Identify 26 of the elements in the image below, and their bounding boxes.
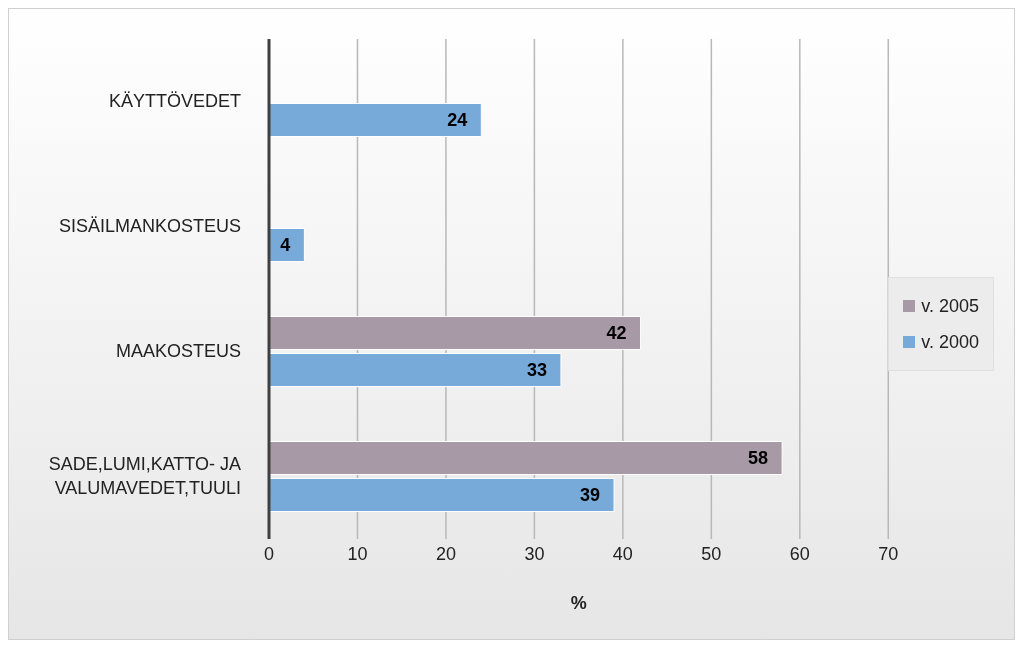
x-tick-label: 70: [878, 543, 899, 564]
y-tick-label: SADE,LUMI,KATTO- JA VALUMAVEDET,TUULI: [48, 453, 241, 498]
data-label: 58: [748, 448, 769, 469]
data-label: 24: [447, 110, 468, 131]
data-label: 4: [280, 235, 291, 256]
y-tick-label: KÄYTTÖVEDET: [108, 90, 241, 111]
x-tick-label: 0: [263, 543, 275, 564]
text: v. 2000: [921, 331, 979, 354]
x-tick-label: 20: [435, 543, 456, 564]
bar: [269, 441, 783, 475]
x-tick-label: 60: [789, 543, 810, 564]
x-tick-label: 40: [612, 543, 633, 564]
bar: [269, 353, 562, 387]
bar: [269, 316, 642, 350]
y-tick-label: MAAKOSTEUS: [115, 340, 241, 361]
bar: [269, 478, 615, 512]
data-label: 42: [606, 323, 627, 344]
x-tick-label: 50: [701, 543, 722, 564]
x-tick-label: 30: [524, 543, 545, 564]
x-tick-label: 10: [347, 543, 368, 564]
data-label: 39: [580, 485, 601, 506]
x-axis-title: %: [570, 593, 587, 613]
bar: [269, 103, 482, 137]
data-label: 33: [526, 360, 547, 381]
y-tick-label: SISÄILMANKOSTEUS: [58, 215, 241, 236]
legend-label: v. 2005: [921, 295, 979, 318]
